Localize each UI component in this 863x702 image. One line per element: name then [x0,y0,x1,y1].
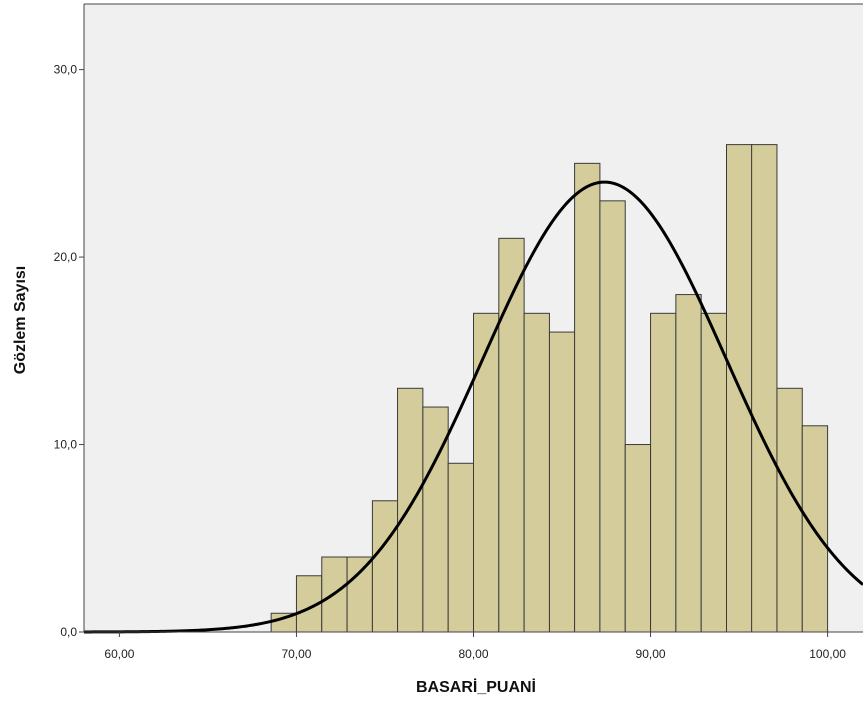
histogram-bar [548,331,576,633]
histogram-bar [624,444,652,633]
normal-curve [84,180,863,634]
x-tick-label: 70,00 [281,647,311,661]
y-tick-label: 20,0 [54,250,78,264]
histogram-bar [346,556,373,633]
histogram-bar [599,200,626,633]
histogram-bar [751,144,778,633]
x-tick-label: 60,00 [104,647,134,661]
y-axis-title: Gözlem Sayısı [12,266,29,375]
x-tick-label: 100,00 [809,647,846,661]
y-axis-ticks: 0,0 10,0 20,0 30,0 [54,63,84,639]
histogram-bar [574,162,601,633]
histogram-bar [523,312,550,633]
histogram-bar [397,387,424,633]
histogram-bar [371,500,399,633]
y-tick-label: 30,0 [54,63,78,77]
histogram-bar [675,294,702,633]
histogram-bar [447,462,474,633]
histogram-bars [270,144,829,633]
x-axis-ticks: 60,00 70,00 80,00 90,00 100,00 [104,632,846,661]
x-tick-label: 90,00 [636,647,666,661]
histogram-bar [473,312,500,633]
histogram-bar [776,387,803,633]
x-axis-title: BASARİ_PUANİ [416,678,536,696]
y-tick-label: 0,0 [60,625,77,639]
x-tick-label: 80,00 [458,647,488,661]
y-tick-label: 10,0 [54,438,78,452]
histogram-bar [700,312,727,633]
histogram-bar [650,312,677,633]
